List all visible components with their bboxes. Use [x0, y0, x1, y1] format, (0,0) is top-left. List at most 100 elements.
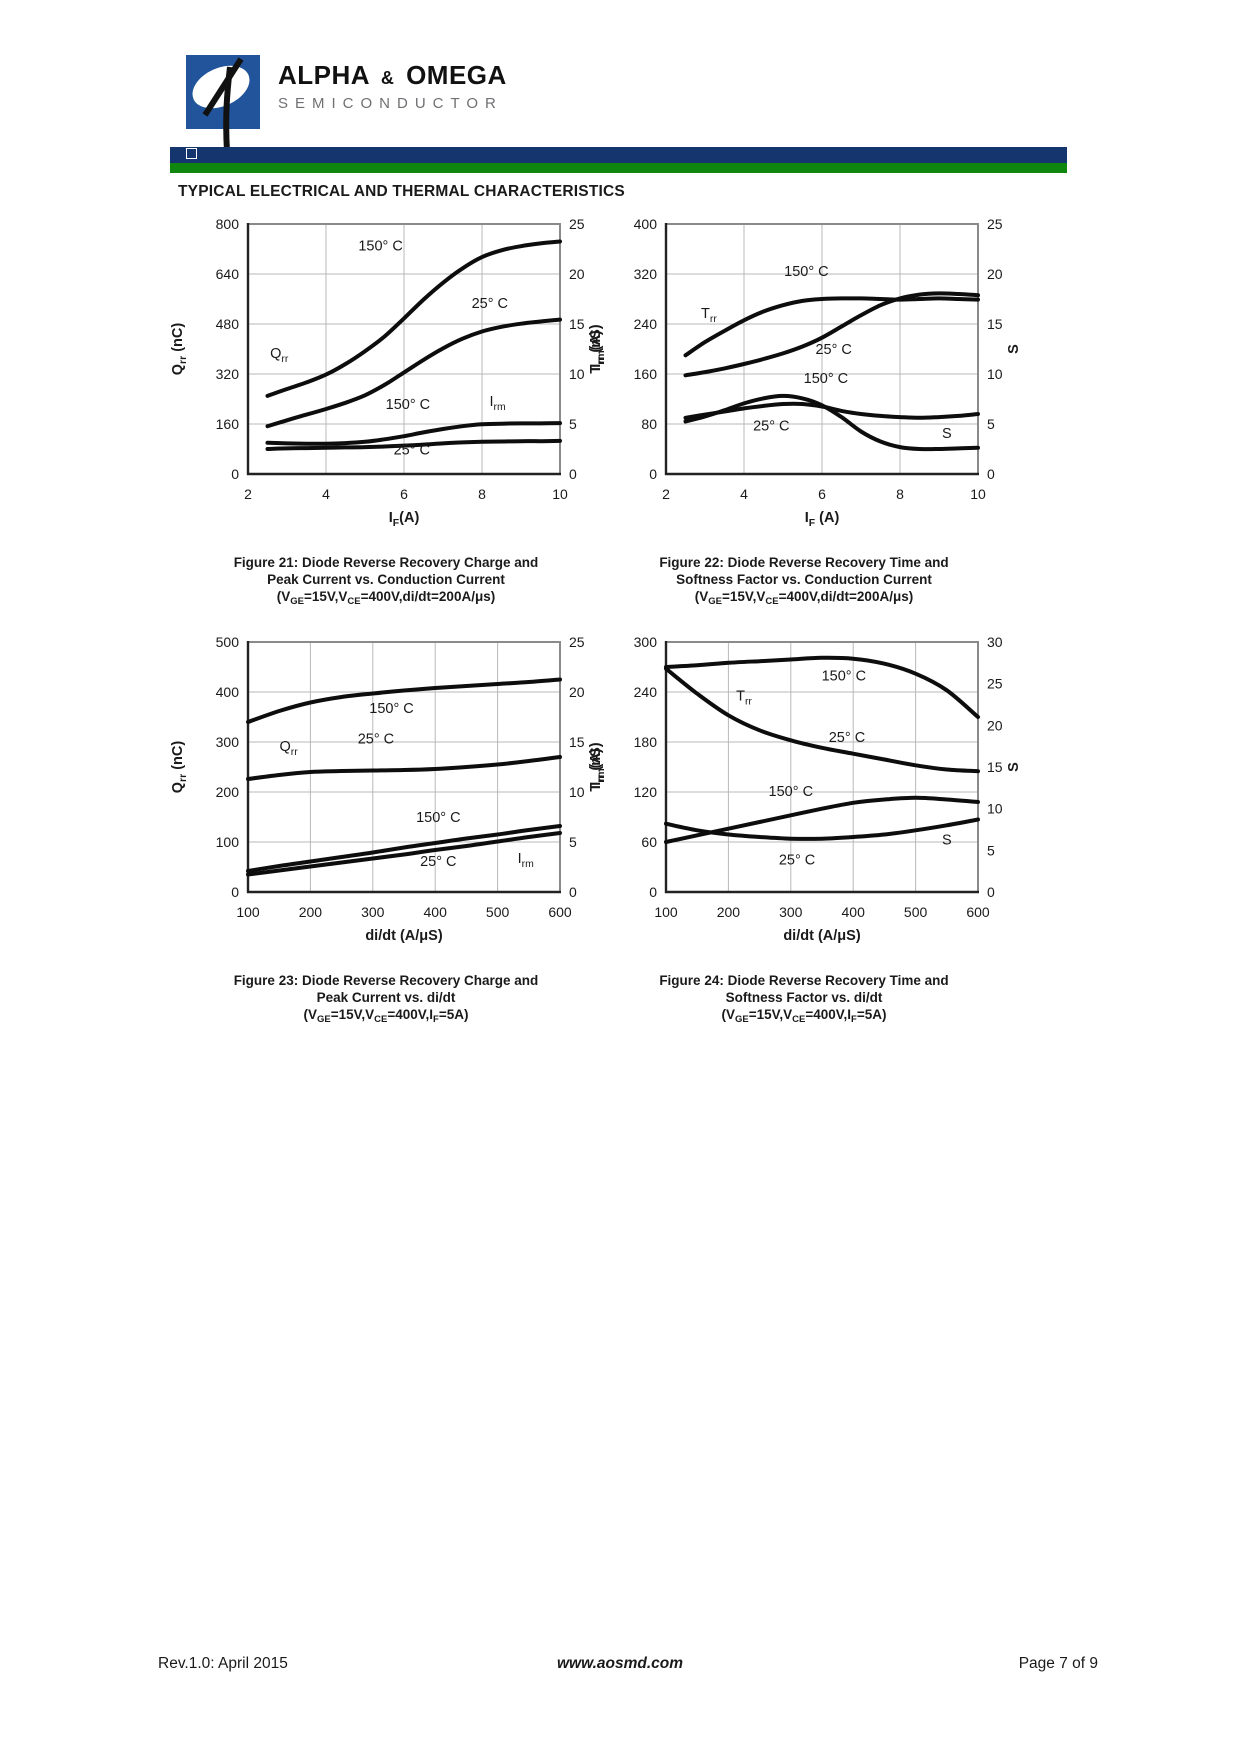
x-axis-title: IF (A) — [805, 510, 840, 529]
gridlines — [248, 642, 560, 892]
subscript: CE — [347, 596, 361, 607]
yleft-tick-label: 800 — [216, 216, 240, 232]
text-segment: =400V,I — [387, 1007, 434, 1022]
curve-label: 150° C — [416, 810, 461, 826]
yleft-tick-label: 200 — [216, 784, 240, 800]
footer-page-number: Page 7 of 9 — [1018, 1655, 1098, 1672]
figure-21: 0 160 320 480 640 800 0 5 10 15 20 25 2 4 6 8 10 IF(A) Qrr… — [160, 212, 612, 607]
yleft-axis-title: Trr (nS) — [588, 742, 607, 791]
text-segment: =15V,V — [330, 1007, 375, 1022]
subscript: GE — [708, 596, 722, 607]
yright-tick-label: 0 — [569, 466, 577, 482]
header-bar-navy — [170, 147, 1067, 163]
series-S-25C — [683, 401, 980, 420]
series-Qrr-150C — [246, 677, 562, 724]
text-segment: (V — [694, 589, 709, 604]
yright-tick-label: 5 — [569, 416, 577, 432]
text-segment: Softness Factor vs. di/dt — [725, 990, 883, 1005]
yright-axis-title: S — [1006, 344, 1022, 354]
x-tick-label: 600 — [548, 904, 572, 920]
curve-label: Irm — [518, 851, 534, 870]
x-axis-title: IF(A) — [389, 510, 420, 529]
curve-label: 25° C — [394, 443, 430, 459]
text-segment: (V — [303, 1007, 318, 1022]
yright-tick-label: 25 — [569, 216, 585, 232]
series-Irm-150C — [265, 421, 562, 446]
series-Trr-25C — [664, 666, 980, 774]
text-segment: Peak Current vs. di/dt — [316, 990, 456, 1005]
x-tick-label: 400 — [842, 904, 866, 920]
yright-tick-label: 5 — [569, 834, 577, 850]
x-tick-label: 100 — [654, 904, 678, 920]
text-segment: =400V,di/dt=200A/μs) — [360, 589, 496, 604]
curve-label: S — [942, 833, 952, 849]
brand-subtitle: SEMICONDUCTOR — [278, 95, 503, 112]
curve-label: 25° C — [829, 730, 865, 746]
figure-24: 0 60 120 180 240 300 0 5 10 15 20 25 30 100 200 300 400 5… — [578, 630, 1030, 1025]
curve-label: 25° C — [420, 854, 456, 870]
yleft-axis-title: Qrr (nC) — [170, 323, 189, 376]
yright-tick-label: 20 — [569, 684, 585, 700]
series-S-150C — [683, 393, 980, 452]
yright-tick-label: 25 — [569, 634, 585, 650]
caption-line: Figure 23: Diode Reverse Recovery Charge… — [160, 972, 612, 989]
yleft-tick-label: 480 — [216, 316, 240, 332]
subscript: CE — [374, 1014, 388, 1025]
series-S-25C — [664, 817, 980, 841]
curve-label: 150° C — [822, 668, 867, 684]
series-Irm-25C — [246, 831, 562, 877]
yleft-tick-label: 640 — [216, 266, 240, 282]
curve-label: 150° C — [358, 239, 403, 255]
yleft-tick-label: 320 — [216, 366, 240, 382]
figure-23: 0 100 200 300 400 500 0 5 10 15 20 25 100 200 300 400 50… — [160, 630, 612, 1025]
x-tick-label: 10 — [970, 486, 986, 502]
footer-revision: Rev.1.0: April 2015 — [158, 1655, 288, 1672]
yleft-tick-label: 0 — [649, 466, 657, 482]
x-tick-label: 200 — [299, 904, 323, 920]
yright-tick-label: 15 — [569, 734, 585, 750]
yright-tick-label: 25 — [987, 216, 1003, 232]
caption-line: Figure 24: Diode Reverse Recovery Time a… — [578, 972, 1030, 989]
subscript: GE — [317, 1014, 331, 1025]
text-segment: Softness Factor vs. Conduction Current — [676, 572, 932, 587]
text-segment: =400V,di/dt=200A/μs) — [778, 589, 914, 604]
figure-23-caption: Figure 23: Diode Reverse Recovery Charge… — [160, 972, 612, 1025]
caption-line: Figure 22: Diode Reverse Recovery Time a… — [578, 554, 1030, 571]
caption-line: Figure 21: Diode Reverse Recovery Charge… — [160, 554, 612, 571]
yleft-tick-label: 160 — [216, 416, 240, 432]
curve-label: Trr — [736, 688, 752, 707]
series-S-150C — [664, 795, 980, 844]
brand: ALPHA & OMEGA SEMICONDUCTOR — [278, 60, 507, 112]
subscript: GE — [290, 596, 304, 607]
figure-23-chart: 0 100 200 300 400 500 0 5 10 15 20 25 100 200 300 400 50… — [170, 634, 607, 944]
yright-tick-label: 20 — [569, 266, 585, 282]
x-tick-label: 100 — [236, 904, 260, 920]
text-segment: =15V,V — [304, 589, 348, 604]
text-segment: =15V,V — [748, 1007, 793, 1022]
yright-tick-label: 5 — [987, 416, 995, 432]
caption-line: Peak Current vs. Conduction Current — [160, 571, 612, 588]
yleft-tick-label: 0 — [231, 884, 239, 900]
text-segment: =15V,V — [722, 589, 766, 604]
logo-slash — [202, 57, 244, 117]
curve-label: 150° C — [784, 264, 829, 280]
yleft-tick-label: 240 — [634, 316, 658, 332]
figure-21-chart: 0 160 320 480 640 800 0 5 10 15 20 25 2 4 6 8 10 IF(A) Qrr… — [170, 216, 607, 529]
caption-line: Softness Factor vs. di/dt — [578, 989, 1030, 1006]
yright-tick-label: 10 — [569, 784, 585, 800]
curve-label: 150° C — [769, 784, 814, 800]
brand-ampersand: & — [380, 68, 395, 88]
brand-name: ALPHA & OMEGA — [278, 60, 507, 91]
yleft-tick-label: 320 — [634, 266, 658, 282]
series-Irm-150C — [246, 824, 562, 873]
yright-tick-label: 5 — [987, 842, 995, 858]
yright-tick-label: 10 — [569, 366, 585, 382]
x-tick-label: 300 — [779, 904, 803, 920]
yleft-tick-label: 120 — [634, 784, 658, 800]
text-segment: Figure 24: Diode Reverse Recovery Time a… — [659, 973, 949, 988]
text-segment: (V — [276, 589, 291, 604]
yright-tick-label: 10 — [987, 801, 1003, 817]
yleft-axis-title: Qrr (nC) — [170, 741, 189, 794]
yleft-tick-label: 300 — [216, 734, 240, 750]
